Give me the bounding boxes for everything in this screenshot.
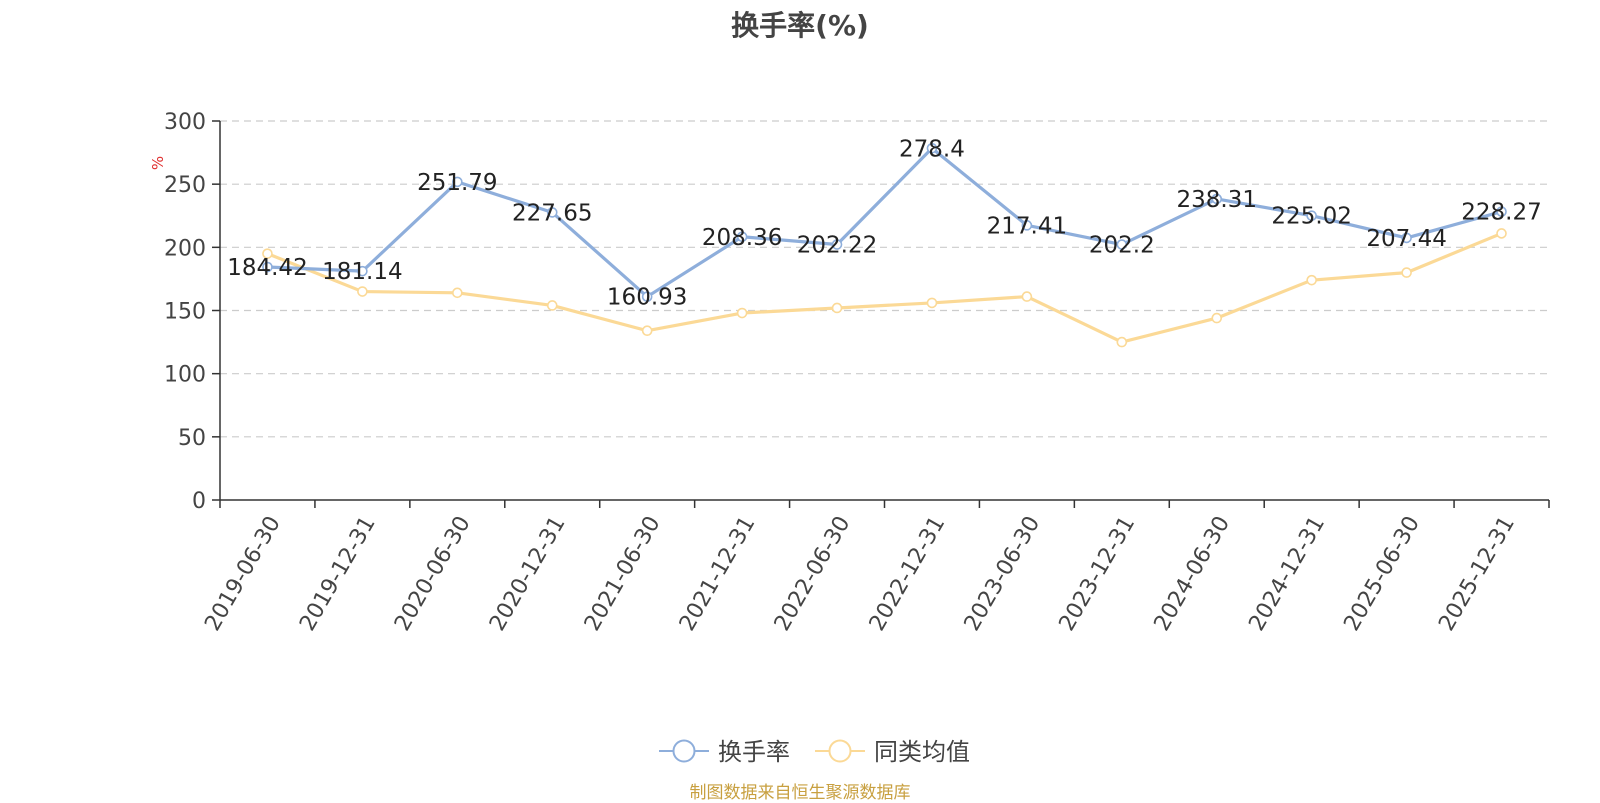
legend-item-turnover: 换手率 xyxy=(718,738,790,766)
data-point-peer-average xyxy=(1496,228,1507,239)
x-tick-label: 2020-06-30 xyxy=(390,512,476,635)
data-point-turnover xyxy=(736,231,748,243)
data-label: 202.2 xyxy=(1089,233,1155,259)
x-tick-label: 2023-06-30 xyxy=(960,512,1046,635)
data-label: 278.4 xyxy=(899,136,965,162)
x-tick-label: 2019-06-30 xyxy=(200,512,286,635)
data-point-turnover xyxy=(1496,206,1507,217)
data-point-turnover xyxy=(1021,220,1033,231)
data-point-peer-average xyxy=(1021,291,1033,302)
data-label: 251.79 xyxy=(417,170,497,196)
x-tick-label: 2022-06-30 xyxy=(770,512,856,635)
data-label: 228.27 xyxy=(1461,200,1541,226)
data-label: 208.36 xyxy=(702,225,782,251)
data-label: 227.65 xyxy=(512,200,592,226)
data-point-peer-average xyxy=(641,325,653,337)
data-point-turnover xyxy=(1116,239,1128,250)
data-point-turnover xyxy=(546,207,558,218)
x-tick-label: 2025-06-30 xyxy=(1339,512,1425,635)
data-label: 217.41 xyxy=(987,213,1067,239)
data-point-peer-average xyxy=(452,287,463,299)
data-label: 207.44 xyxy=(1366,226,1446,252)
data-point-peer-average xyxy=(736,307,748,319)
data-point-turnover xyxy=(357,265,368,277)
y-tick-label: 300 xyxy=(164,110,206,135)
data-point-peer-average xyxy=(1211,312,1223,324)
data-point-turnover xyxy=(262,261,273,273)
data-point-peer-average xyxy=(1116,336,1128,348)
y-tick-label: 200 xyxy=(164,236,206,261)
y-tick-label: 50 xyxy=(178,426,206,451)
data-point-peer-average xyxy=(1306,274,1317,286)
data-point-turnover xyxy=(641,291,653,302)
x-tick-label: 2021-12-31 xyxy=(675,512,761,635)
data-point-peer-average xyxy=(357,286,368,297)
data-point-peer-average xyxy=(1401,267,1412,278)
chart-title: 换手率(%) xyxy=(731,9,869,42)
y-tick-label: 250 xyxy=(164,173,206,198)
x-tick-label: 2025-12-31 xyxy=(1434,512,1520,635)
data-point-peer-average xyxy=(546,300,558,311)
series-line-turnover xyxy=(267,146,1502,299)
y-tick-label: 0 xyxy=(192,489,206,514)
series-line-peer-average xyxy=(266,231,1503,344)
x-tick-label: 2024-12-31 xyxy=(1244,512,1330,635)
legend-item-peer-average: 同类均值 xyxy=(874,738,970,766)
data-point-peer-average xyxy=(262,248,273,259)
data-label: 181.14 xyxy=(322,259,402,285)
legend-swatch-marker xyxy=(828,739,852,763)
data-point-turnover xyxy=(1211,193,1223,205)
data-point-peer-average xyxy=(926,297,938,309)
data-label: 238.31 xyxy=(1177,187,1257,213)
data-point-turnover xyxy=(831,239,843,250)
y-axis-unit-label: % xyxy=(149,156,167,170)
x-tick-label: 2024-06-30 xyxy=(1150,512,1236,635)
data-point-turnover xyxy=(452,176,463,188)
y-tick-label: 150 xyxy=(164,300,206,325)
x-tick-label: 2023-12-31 xyxy=(1055,512,1141,635)
legend-swatch-marker xyxy=(672,739,696,763)
data-point-turnover xyxy=(1401,232,1412,244)
data-point-peer-average xyxy=(831,302,843,314)
x-tick-label: 2022-12-31 xyxy=(865,512,951,635)
source-note: 制图数据来自恒生聚源数据库 xyxy=(689,783,911,803)
data-point-turnover xyxy=(1306,210,1317,222)
data-label: 225.02 xyxy=(1271,204,1351,230)
data-label: 184.42 xyxy=(227,255,307,281)
data-label: 202.22 xyxy=(797,233,877,259)
x-tick-label: 2021-06-30 xyxy=(580,512,666,635)
data-point-turnover xyxy=(926,142,938,154)
x-tick-label: 2020-12-31 xyxy=(485,512,571,635)
y-tick-label: 100 xyxy=(164,363,206,388)
x-tick-label: 2019-12-31 xyxy=(295,512,381,635)
data-label: 160.93 xyxy=(607,285,687,311)
